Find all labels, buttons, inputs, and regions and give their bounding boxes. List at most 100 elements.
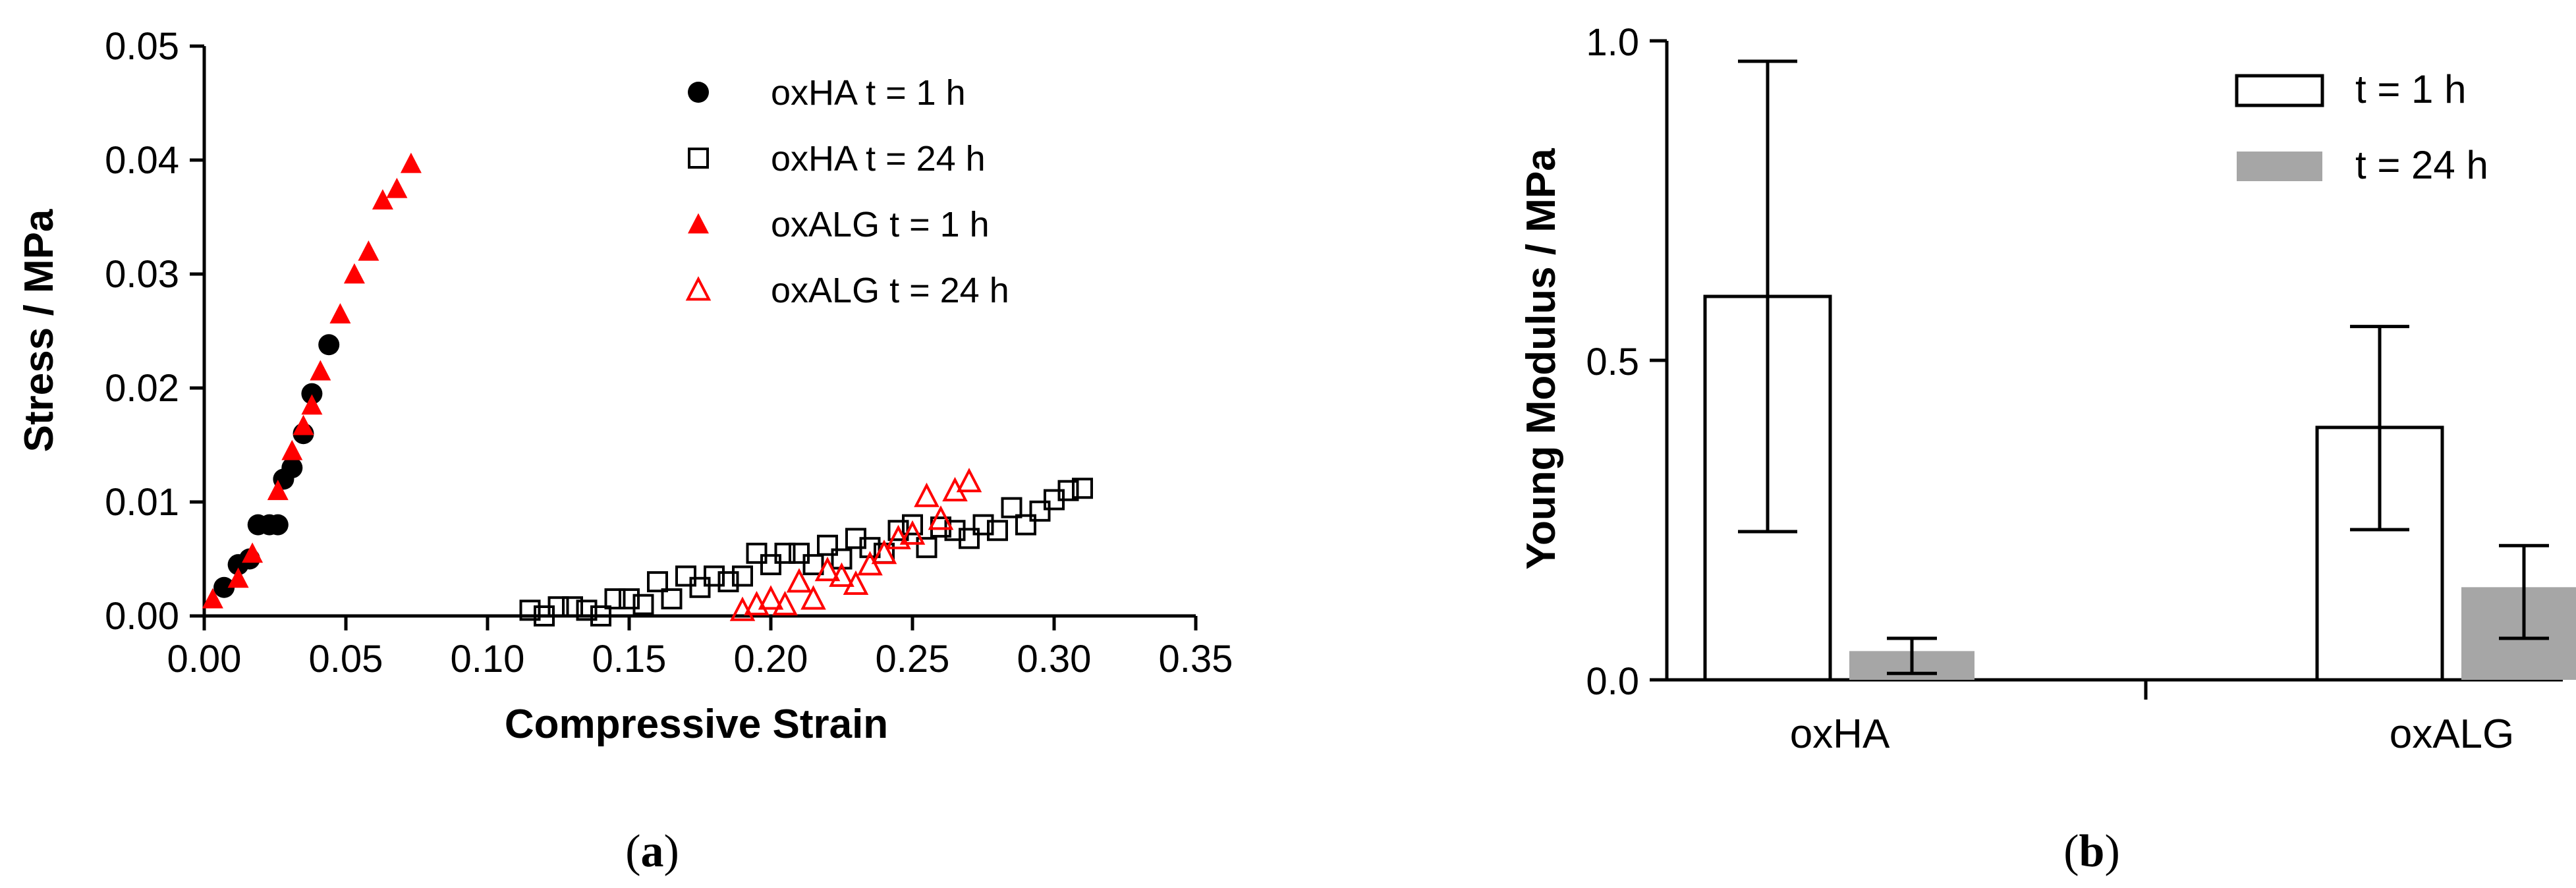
panel-a-data-point-series-1: [213, 576, 235, 598]
panel-a-data-point-series-2: [562, 596, 583, 618]
panel-a-y-tick-label: 0.03: [105, 253, 179, 296]
panel-a-x-tick-label: 0.00: [167, 638, 242, 680]
panel-a-data-point-series-2: [647, 571, 668, 593]
panel-a-data-point-series-1: [318, 334, 340, 356]
panel-a-data-point-series-2: [959, 528, 980, 549]
panel-b-legend-label: t = 24 h: [2355, 143, 2488, 187]
panel-a-data-point-series-3: [358, 240, 379, 261]
panel-a-x-tick-label: 0.05: [309, 638, 383, 680]
panel-a-data-point-series-2: [1072, 478, 1093, 499]
panel-a-x-tick-label: 0.15: [592, 638, 667, 680]
panel-a-data-point-series-2: [987, 520, 1008, 541]
panel-b-legend-swatch: [2237, 152, 2322, 181]
panel-a-data-point-series-4: [758, 585, 784, 610]
panel-b-y-tick-label: 0.5: [1586, 341, 1639, 383]
panel-b-label: (b): [2063, 826, 2120, 877]
panel-a-x-tick-label: 0.10: [451, 638, 525, 680]
panel-a-y-axis-title: Stress / MPa: [16, 209, 62, 452]
panel-a-y-tick-label: 0.00: [105, 595, 179, 638]
panel-a-data-point-series-2: [789, 542, 810, 564]
panel-a-y-tick-label: 0.01: [105, 481, 179, 524]
panel-a-data-point-series-3: [343, 263, 365, 284]
panel-a-data-point-series-3: [202, 588, 223, 609]
panel-a-data-point-series-3: [293, 414, 314, 435]
panel-a-legend-marker: [688, 213, 709, 234]
panel-a-data-point-series-4: [814, 557, 841, 582]
panel-a-x-tick-label: 0.20: [734, 638, 808, 680]
panel-a-data-point-series-2: [746, 542, 768, 564]
panel-a-y-tick-label: 0.02: [105, 367, 179, 410]
panel-a-x-axis-title: Compressive Strain: [505, 702, 888, 747]
panel-a-data-point-series-2: [732, 565, 753, 587]
panel-a-data-point-series-2: [519, 599, 541, 621]
panel-a-data-point-series-3: [227, 567, 249, 588]
panel-a-data-point-series-2: [902, 514, 923, 536]
panel-a-data-point-series-1: [281, 457, 303, 479]
panel-a-legend-label: oxALG t = 1 h: [771, 205, 990, 244]
panel-a-data-point-series-2: [802, 554, 824, 576]
panel-a-data-point-series-2: [661, 588, 683, 610]
panel-a-legend-marker: [688, 82, 709, 103]
panel-a-data-point-series-1: [267, 514, 289, 536]
panel-a-x-tick-label: 0.30: [1017, 638, 1092, 680]
panel-a-data-point-series-2: [547, 596, 569, 618]
panel-a-data-point-series-2: [632, 594, 654, 615]
panel-a-data-point-series-3: [242, 542, 264, 563]
panel-a-data-point-series-2: [1015, 514, 1036, 536]
panel-a-data-point-series-2: [774, 542, 796, 564]
panel-b-legend-label: t = 1 h: [2355, 67, 2466, 111]
panel-b-category-label: oxHA: [1790, 711, 1890, 757]
panel-a-data-point-series-2: [1001, 497, 1022, 518]
panel-a-data-point-series-2: [916, 537, 938, 559]
panel-b-bar-chart: 0.00.51.0 oxHA oxALG Young Modulus / MPa …: [1519, 21, 2576, 877]
panel-a-data-point-series-2: [1057, 480, 1079, 501]
panel-a-data-point-series-4: [772, 590, 798, 616]
panel-a-label: (a): [625, 826, 679, 877]
panel-a-data-point-series-2: [972, 514, 994, 536]
panel-b-y-axis-title: Young Modulus / MPa: [1519, 148, 1564, 570]
panel-a-data-point-series-2: [675, 565, 696, 587]
panel-a-data-point-series-2: [817, 534, 838, 556]
panel-a-data-point-series-3: [372, 189, 393, 209]
panel-a-data-point-series-2: [689, 576, 711, 598]
panel-a-data-point-series-4: [928, 505, 954, 530]
panel-a-data-point-series-4: [914, 482, 939, 507]
panel-a-data-point-series-2: [590, 605, 611, 626]
panel-a-data-point-series-2: [760, 554, 781, 576]
panel-a-data-point-series-4: [829, 562, 854, 587]
panel-a-y-tick-label: 0.05: [105, 25, 179, 68]
panel-a-data-point-series-2: [619, 588, 640, 610]
panel-a-data-point-series-2: [831, 548, 853, 570]
panel-a-x-tick-label: 0.25: [876, 638, 950, 680]
panel-a-data-point-series-2: [859, 537, 881, 559]
panel-a-legend-marker: [688, 148, 709, 169]
panel-a-data-point-series-4: [786, 568, 812, 593]
panel-a-data-point-series-4: [800, 585, 826, 610]
panel-a-data-point-series-2: [704, 565, 725, 587]
panel-a-data-point-series-3: [281, 439, 303, 460]
panel-a-legend-marker: [685, 276, 712, 301]
panel-a-data-point-series-3: [310, 360, 331, 381]
panel-b-y-tick-label: 1.0: [1586, 21, 1639, 64]
panel-a-legend-label: oxALG t = 24 h: [771, 271, 1009, 310]
panel-a-data-point-series-3: [301, 394, 323, 415]
panel-b-bar-oxALG-series-2: [2461, 587, 2576, 680]
panel-a-data-point-series-2: [1029, 500, 1051, 522]
panel-a-data-point-series-2: [576, 599, 598, 621]
panel-a-data-point-series-4: [871, 540, 897, 565]
panel-b-category-label: oxALG: [2390, 711, 2515, 757]
panel-a-data-point-series-4: [956, 468, 982, 493]
panel-a-data-point-series-4: [843, 570, 869, 595]
panel-a-data-point-series-2: [604, 588, 626, 610]
panel-a-data-point-series-2: [717, 571, 739, 593]
panel-a-data-point-series-3: [386, 177, 408, 198]
panel-a-data-point-series-3: [267, 480, 289, 501]
panel-a-x-tick-label: 0.35: [1159, 638, 1233, 680]
panel-b-y-tick-label: 0.0: [1586, 660, 1639, 703]
panel-a-data-point-series-3: [400, 152, 422, 173]
panel-a-data-point-series-3: [329, 303, 351, 323]
panel-a-data-point-series-4: [899, 520, 926, 545]
panel-a-scatter-chart: 0.00 0.01 0.02 0.03 0.04 0.05 0.00 0.05 0.10 0.1…: [16, 25, 1233, 877]
panel-b-legend-swatch: [2235, 74, 2324, 107]
